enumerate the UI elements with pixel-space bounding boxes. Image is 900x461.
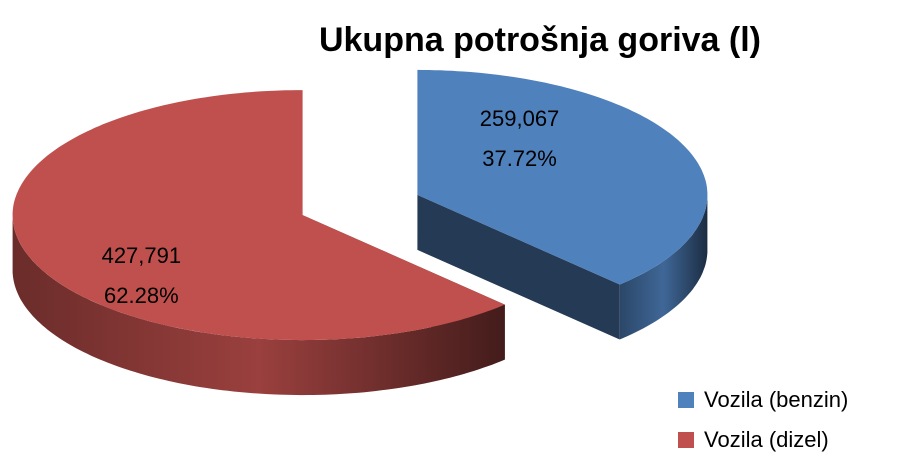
pie-slice xyxy=(417,69,708,340)
slice-top xyxy=(12,90,505,341)
legend-label: Vozila (benzin) xyxy=(704,387,848,412)
percent-label: 37.72% xyxy=(482,146,557,171)
chart-title: Ukupna potrošnja goriva (l) xyxy=(319,21,761,59)
slice-wall xyxy=(619,194,708,340)
data-label: 259,067 xyxy=(480,106,560,131)
legend-swatch xyxy=(678,432,694,448)
percent-label: 62.28% xyxy=(104,283,179,308)
legend-swatch xyxy=(678,392,694,408)
slice-top xyxy=(417,69,708,285)
legend-label: Vozila (dizel) xyxy=(704,427,829,452)
pie-slice xyxy=(12,90,505,396)
data-label: 427,791 xyxy=(102,243,182,268)
slice-face xyxy=(417,194,620,340)
slice-wall xyxy=(12,215,505,396)
